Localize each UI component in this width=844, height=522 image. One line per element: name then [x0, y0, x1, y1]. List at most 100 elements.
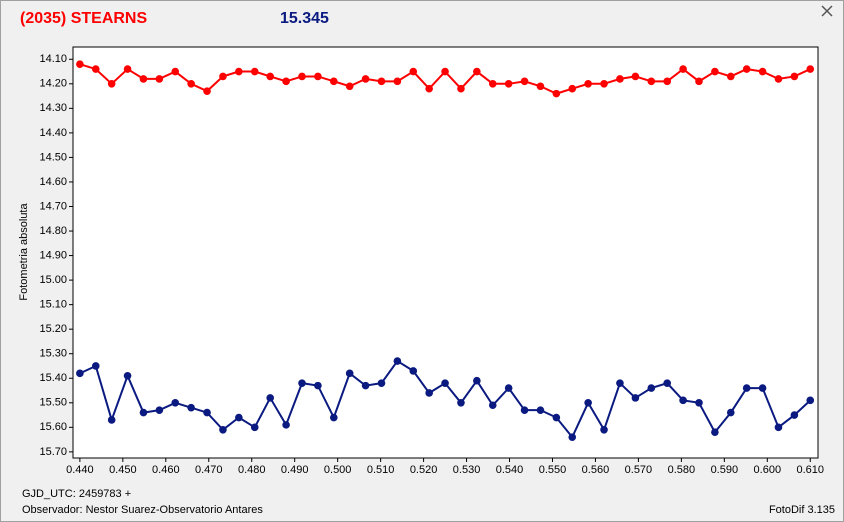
data-point [806, 396, 815, 405]
data-point [616, 75, 624, 83]
footer-software: FotoDif 3.135 [769, 504, 835, 516]
x-tick-label: 0.520 [410, 464, 438, 476]
data-point [758, 384, 767, 392]
data-point [329, 413, 338, 422]
y-axis-label: Fotometria absoluta [18, 203, 30, 301]
data-point [742, 384, 751, 392]
data-point [568, 84, 577, 93]
x-tick-label: 0.450 [109, 464, 137, 476]
data-point [695, 77, 703, 86]
data-point [552, 413, 561, 422]
data-point [726, 408, 735, 417]
y-tick-label: 15.00 [39, 274, 67, 286]
data-point [298, 72, 306, 81]
x-tick-label: 0.490 [281, 464, 309, 476]
data-point [314, 381, 322, 390]
close-button[interactable] [821, 5, 833, 17]
y-tick-label: 15.20 [39, 323, 67, 335]
data-point [726, 72, 735, 81]
y-tick-label: 14.40 [39, 127, 67, 139]
y-tick-label: 14.50 [39, 151, 67, 163]
data-point [235, 413, 243, 422]
data-point [155, 75, 164, 83]
data-point [473, 67, 481, 76]
data-point [790, 72, 799, 81]
data-point [409, 67, 418, 76]
data-point [679, 65, 687, 73]
data-point [187, 80, 195, 88]
data-point [647, 384, 656, 392]
data-point [790, 411, 799, 419]
x-tick-label: 0.610 [797, 464, 825, 476]
data-point [91, 65, 100, 73]
x-tick-label: 0.470 [195, 464, 223, 476]
data-point [203, 408, 211, 417]
data-point [171, 67, 180, 76]
x-tick-label: 0.600 [754, 464, 782, 476]
data-point [504, 384, 513, 392]
data-point [631, 394, 640, 402]
data-point [361, 75, 370, 83]
data-point [329, 77, 338, 86]
data-point [377, 77, 386, 86]
data-point [393, 77, 402, 86]
data-point [600, 80, 608, 88]
data-point [568, 433, 577, 441]
x-tick-label: 0.480 [238, 464, 266, 476]
x-tick-label: 0.590 [711, 464, 739, 476]
data-point [377, 379, 386, 387]
data-point [441, 379, 449, 387]
data-point [282, 421, 290, 429]
data-point [298, 379, 306, 387]
x-tick-label: 0.570 [625, 464, 653, 476]
y-tick-label: 15.70 [39, 446, 67, 458]
data-point [155, 406, 164, 414]
data-point [345, 82, 354, 91]
data-point [616, 379, 624, 387]
data-point [409, 367, 418, 375]
x-tick-label: 0.560 [582, 464, 610, 476]
y-tick-label: 15.60 [39, 421, 67, 433]
x-tick-label: 0.540 [496, 464, 524, 476]
data-point [631, 72, 640, 81]
data-point [520, 406, 529, 414]
data-point [552, 89, 561, 98]
y-tick-label: 14.70 [39, 200, 67, 212]
x-tick-label: 0.460 [152, 464, 180, 476]
data-point [250, 67, 259, 76]
y-tick-label: 14.80 [39, 225, 67, 237]
footer-observer: Observador: Nestor Suarez-Observatorio A… [22, 504, 263, 516]
data-point [488, 401, 497, 410]
data-point [536, 82, 545, 91]
y-tick-label: 14.10 [39, 53, 67, 65]
data-point [107, 416, 116, 424]
data-point [203, 87, 211, 95]
y-tick-label: 14.60 [39, 176, 67, 188]
data-point [171, 398, 180, 407]
y-tick-label: 15.40 [39, 372, 67, 384]
data-point [584, 398, 592, 407]
data-point [425, 389, 433, 397]
chart-subtitle: 15.345 [280, 10, 329, 27]
data-point [266, 72, 275, 81]
plot-area [72, 46, 819, 459]
x-tick-label: 0.530 [453, 464, 481, 476]
x-tick-label: 0.440 [66, 464, 94, 476]
data-point [76, 369, 84, 378]
data-point [235, 67, 243, 76]
data-point [441, 67, 449, 76]
data-point [139, 408, 148, 417]
data-point [473, 376, 481, 385]
data-point [695, 398, 703, 407]
data-point [711, 67, 719, 76]
data-point [361, 381, 370, 390]
data-point [488, 80, 497, 88]
data-point [91, 362, 100, 370]
y-tick-label: 14.20 [39, 78, 67, 90]
x-tick-label: 0.500 [324, 464, 352, 476]
y-tick-label: 14.30 [39, 102, 67, 114]
data-point [219, 72, 227, 81]
data-point [219, 425, 227, 434]
